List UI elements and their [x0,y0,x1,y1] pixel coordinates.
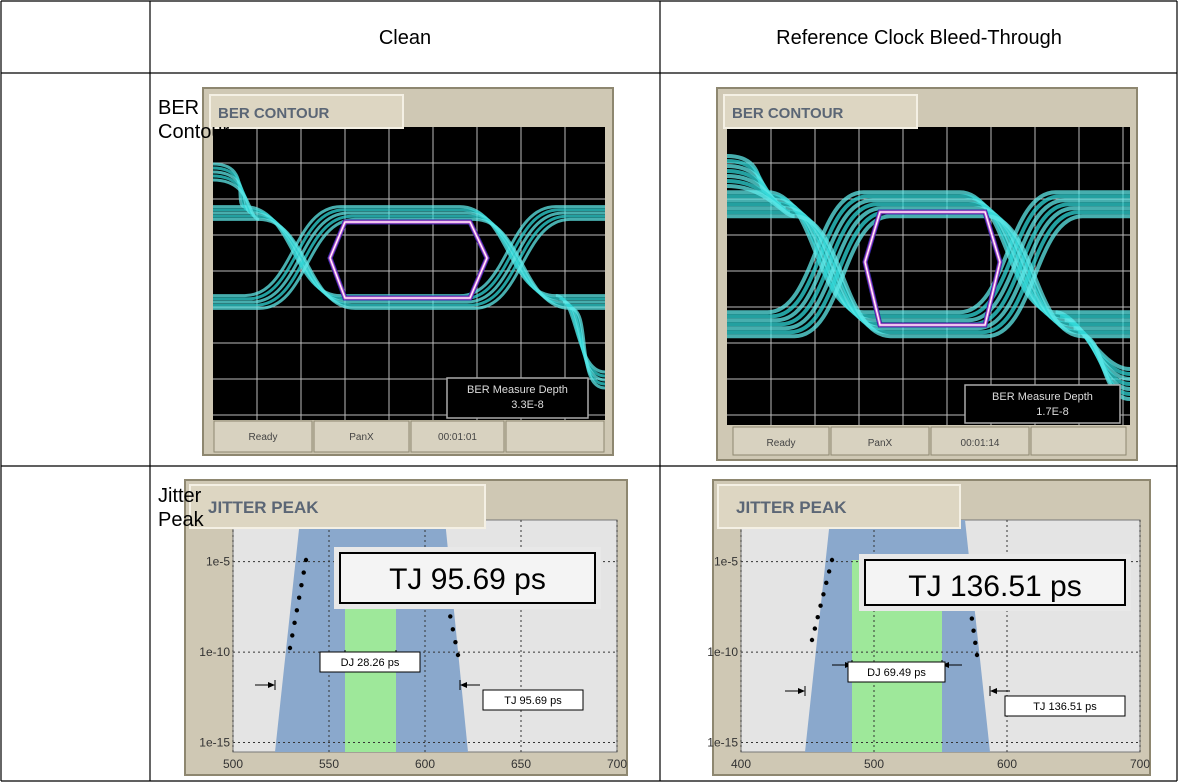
bathtub-dot [453,640,457,644]
plot-area [727,127,1130,425]
status-text: PanX [349,432,374,443]
bathtub-dot [302,570,306,574]
bathtub-dot [973,641,977,645]
ber-panel: BER CONTOUR BER Measure Depth 1.7E-8 Ready P… [717,88,1137,460]
status-text: Ready [767,438,796,449]
x-tick-label: 600 [415,757,435,771]
y-tick-label: 1e-5 [206,555,230,569]
bathtub-dot [830,558,834,562]
bathtub-dot [827,569,831,573]
measure-value: 3.3E-8 [511,399,543,411]
bathtub-dot [816,615,820,619]
measure-label: BER Measure Depth [467,384,568,396]
panel-title: BER CONTOUR [732,105,844,122]
ber-panel: BER CONTOUR BER Measure Depth 3.3E-8 Ready P… [203,88,613,455]
bathtub-dot [813,626,817,630]
x-tick-label: 500 [223,757,243,771]
plot-area [213,127,605,420]
bathtub-dot [448,614,452,618]
bathtub-dot [304,558,308,562]
bathtub-dot [297,596,301,600]
status-text: 00:01:01 [438,432,477,443]
panel-title: BER CONTOUR [218,105,330,122]
bathtub-dot [821,592,825,596]
tj-label: TJ 136.51 ps [1033,701,1097,713]
tj-label: TJ 95.69 ps [504,695,562,707]
status-text: 00:01:14 [961,438,1000,449]
dj-label: DJ 69.49 ps [867,667,926,679]
bathtub-dot [290,633,294,637]
bathtub-dot [824,581,828,585]
status-text: PanX [868,438,893,449]
y-tick-label: 1e-5 [714,555,738,569]
panel-title: JITTER PEAK [736,498,847,517]
bathtub-dot [451,627,455,631]
status-cell [1031,427,1126,455]
jitter-panel: 400 500 600 700 1e-5 1e-10 1e-15 JITTER PEAK TJ … [707,480,1150,775]
measure-label: BER Measure Depth [992,391,1093,403]
status-cell [506,421,604,452]
bathtub-dot [971,629,975,633]
y-tick-label: 1e-15 [707,736,738,750]
y-tick-label: 1e-10 [199,645,230,659]
x-tick-label: 700 [607,757,627,771]
bathtub-dot [970,616,974,620]
tj-big-value: TJ 136.51 ps [908,570,1081,603]
page: { "table": { "columns": ["Clean", "Refer… [0,0,1178,782]
tj-big-value: TJ 95.69 ps [389,563,546,596]
row-label: Jitter Peak [158,484,228,532]
y-tick-label: 1e-15 [199,736,230,750]
bathtub-dot [818,604,822,608]
status-text: Ready [249,432,278,443]
bathtub-dot [295,608,299,612]
column-header: Reference Clock Bleed-Through [776,27,1062,49]
bathtub-dot [810,638,814,642]
bathtub-dot [975,653,979,657]
x-tick-label: 650 [511,757,531,771]
column-header: Clean [379,27,431,49]
measure-value: 1.7E-8 [1036,406,1068,418]
x-tick-label: 400 [731,757,751,771]
bathtub-dot [288,646,292,650]
bathtub-dot [456,653,460,657]
y-tick-label: 1e-10 [707,645,738,659]
row-label: BER Contour [158,96,228,144]
x-tick-label: 600 [997,757,1017,771]
x-tick-label: 550 [319,757,339,771]
x-tick-label: 500 [864,757,884,771]
dj-label: DJ 28.26 ps [341,657,400,669]
bathtub-dot [292,621,296,625]
bathtub-dot [299,583,303,587]
x-tick-label: 700 [1130,757,1150,771]
